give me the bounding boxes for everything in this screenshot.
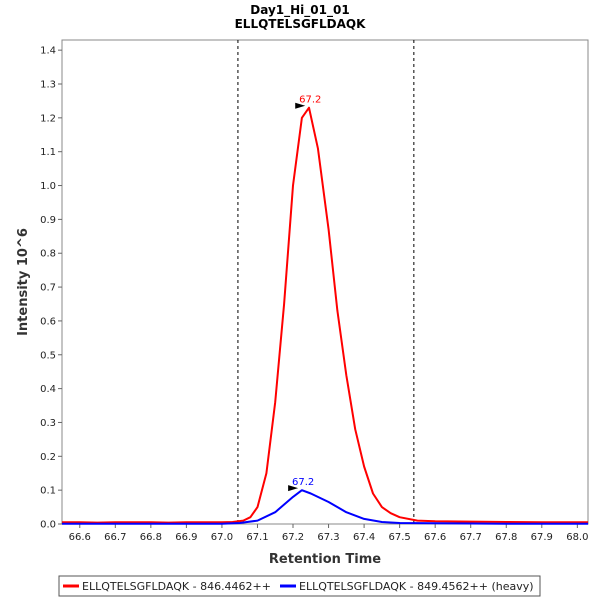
y-axis: 0.0 0.1 0.2 0.3 0.4 0.5 0.6 0.7 0.8 0.9 1.0 1.1 1.2 1… bbox=[40, 46, 62, 531]
legend-label-heavy: ELLQTELSGFLDAQK - 849.4562++ (heavy) bbox=[299, 580, 534, 593]
x-tick-label: 67.4 bbox=[353, 532, 375, 543]
peak-marker-icon bbox=[295, 102, 306, 109]
y-axis-label: Intensity 10^6 bbox=[16, 228, 31, 336]
y-tick-label: 0.0 bbox=[40, 520, 56, 531]
y-tick-label: 0.2 bbox=[40, 452, 56, 463]
y-tick-label: 1.4 bbox=[40, 46, 56, 57]
y-tick-label: 0.4 bbox=[40, 384, 56, 395]
y-tick-label: 1.1 bbox=[40, 147, 56, 158]
x-tick-label: 66.8 bbox=[140, 532, 162, 543]
y-tick-label: 0.5 bbox=[40, 350, 56, 361]
legend-box bbox=[58, 575, 541, 597]
x-tick-label: 66.9 bbox=[175, 532, 197, 543]
y-tick-label: 1.3 bbox=[40, 80, 56, 91]
y-tick-label: 0.1 bbox=[40, 486, 56, 497]
legend: ELLQTELSGFLDAQK - 846.4462++ ELLQTELSGFL… bbox=[58, 575, 541, 597]
integration-boundaries bbox=[237, 40, 415, 524]
y-tick-label: 0.3 bbox=[40, 418, 56, 429]
series-layer bbox=[62, 106, 588, 525]
x-tick-label: 67.0 bbox=[211, 532, 233, 543]
x-tick-label: 67.5 bbox=[389, 532, 411, 543]
peak-label: 67.2 bbox=[299, 95, 321, 106]
peak-marker-icon bbox=[288, 485, 299, 492]
y-tick-label: 0.6 bbox=[40, 316, 56, 327]
x-tick-label: 66.7 bbox=[104, 532, 126, 543]
legend-label-light: ELLQTELSGFLDAQK - 846.4462++ bbox=[82, 580, 271, 593]
x-tick-label: 67.8 bbox=[495, 532, 517, 543]
chart-title: Day1_Hi_01_01 bbox=[250, 3, 349, 18]
x-tick-label: 67.3 bbox=[317, 532, 339, 543]
peak-annotations: 67.2 67.2 bbox=[288, 95, 321, 492]
x-tick-label: 67.7 bbox=[460, 532, 482, 543]
x-tick-label: 67.2 bbox=[282, 532, 304, 543]
x-tick-label: 67.6 bbox=[424, 532, 446, 543]
y-tick-label: 1.2 bbox=[40, 113, 56, 124]
peak-label: 67.2 bbox=[292, 477, 314, 488]
y-tick-label: 0.9 bbox=[40, 215, 56, 226]
x-tick-label: 66.6 bbox=[69, 532, 91, 543]
chart-subtitle: ELLQTELSGFLDAQK bbox=[235, 17, 367, 31]
plot-area bbox=[61, 39, 589, 525]
x-axis: 66.6 66.7 66.8 66.9 67.0 67.1 67.2 67.3 67.4 67.5… bbox=[69, 524, 588, 543]
x-tick-label: 68.0 bbox=[566, 532, 588, 543]
x-tick-label: 67.1 bbox=[246, 532, 268, 543]
x-tick-label: 67.9 bbox=[531, 532, 553, 543]
series-line-heavy bbox=[62, 489, 588, 525]
x-axis-label: Retention Time bbox=[269, 552, 381, 567]
y-tick-label: 0.8 bbox=[40, 249, 56, 260]
y-tick-label: 0.7 bbox=[40, 283, 56, 294]
series-line-light bbox=[62, 106, 588, 524]
y-tick-label: 1.0 bbox=[40, 181, 56, 192]
